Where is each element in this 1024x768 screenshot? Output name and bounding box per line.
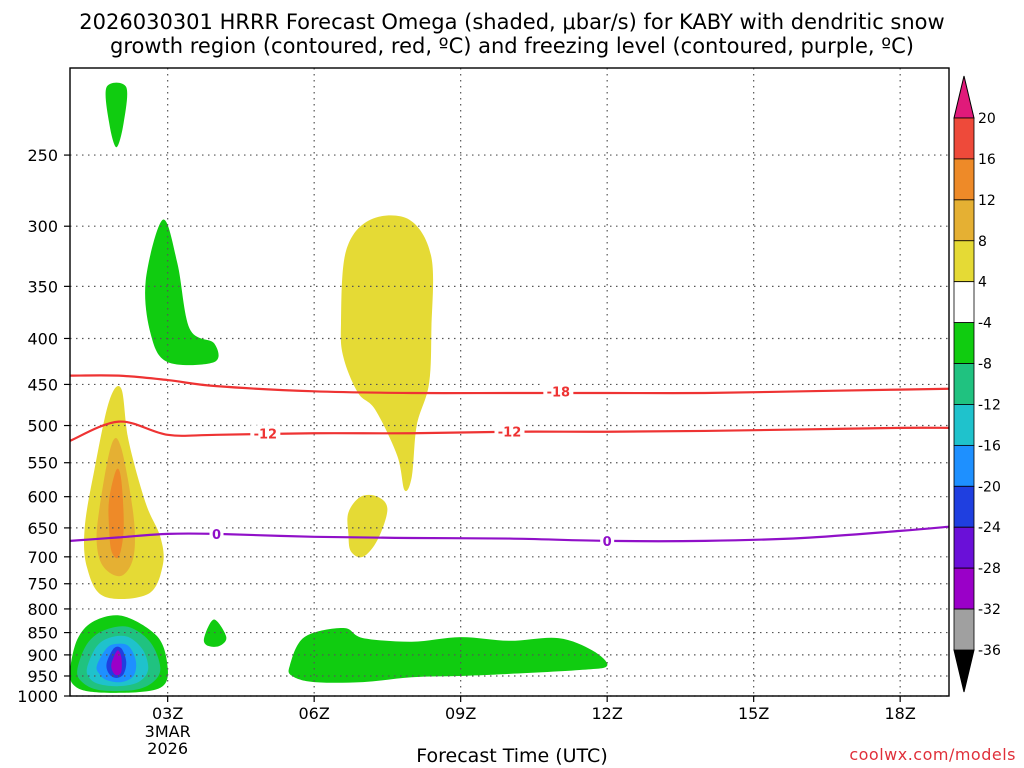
y-tick-label: 950 xyxy=(27,667,58,686)
gridlines xyxy=(70,68,949,697)
x-tick-label: 18Z xyxy=(885,704,916,723)
y-tick-label: 450 xyxy=(27,375,58,394)
colorbar-tick-label: -20 xyxy=(978,479,1001,495)
contour-line-2 xyxy=(70,525,949,543)
y-tick-label: 600 xyxy=(27,488,58,507)
colorbar-tick-label: 12 xyxy=(978,193,996,209)
colorbar-tick-label: 8 xyxy=(978,234,987,250)
y-tick-label: 1000 xyxy=(17,687,58,706)
contour-label-0: -18 xyxy=(547,385,571,400)
x-date-label: 2026 xyxy=(147,739,188,758)
y-tick-label: 750 xyxy=(27,575,58,594)
x-axis-label: Forecast Time (UTC) xyxy=(416,745,608,767)
colorbar-tick-label: -8 xyxy=(978,357,992,373)
contour-layer: -18 -12 -12 0 0 xyxy=(70,374,949,550)
axes: 250 300 350 400 450 500 550 600 650 700 750 800 850 9… xyxy=(17,67,950,758)
y-tick-label: 500 xyxy=(27,417,58,436)
colorbar-tick-label: -12 xyxy=(978,397,1001,413)
y-tick-label: 250 xyxy=(27,146,58,165)
y-tick-label: 900 xyxy=(27,646,58,665)
chart-title-line-2: growth region (contoured, red, ºC) and f… xyxy=(110,34,914,58)
y-tick-label: 300 xyxy=(27,217,58,236)
omega-region-6 xyxy=(347,494,388,558)
colorbar-tick-label: -16 xyxy=(978,438,1001,454)
x-tick-label: 12Z xyxy=(592,704,623,723)
x-date-label: 3MAR xyxy=(145,722,191,741)
colorbar-segment xyxy=(953,158,975,201)
contour-label-bg-2 xyxy=(494,423,525,440)
y-tick-label: 650 xyxy=(27,519,58,538)
y-tick-label: 700 xyxy=(27,548,58,567)
colorbar-segment xyxy=(953,281,975,324)
colorbar-segment xyxy=(953,444,975,487)
y-tick-label: 550 xyxy=(27,454,58,473)
colorbar-top-arrow xyxy=(953,75,975,119)
colorbar-tick-label: 16 xyxy=(978,152,996,168)
colorbar-segment xyxy=(953,199,975,242)
colorbar-tick-label: -32 xyxy=(978,602,1001,618)
site-credit: coolwx.com/models xyxy=(849,745,1016,764)
x-tick-label: 03Z xyxy=(152,704,183,723)
y-tick-label: 850 xyxy=(27,624,58,643)
omega-region-2 xyxy=(340,215,434,492)
contour-line-1 xyxy=(70,420,949,442)
y-tick-label: 350 xyxy=(27,277,58,296)
colorbar-segment xyxy=(953,526,975,569)
contour-label-3: 0 xyxy=(212,528,221,543)
colorbar: -36 -32 -28 -24 -20 -16 -12 -8 -4 4 8 12 16 20 xyxy=(953,75,1001,693)
omega-shading-layer xyxy=(70,82,608,693)
omega-bullseye-ring-5 xyxy=(111,650,122,676)
contour-line-0 xyxy=(70,374,949,395)
colorbar-segment xyxy=(953,240,975,283)
contour-label-4: 0 xyxy=(603,535,612,550)
x-tick-label: 06Z xyxy=(299,704,330,723)
colorbar-tick-label: -4 xyxy=(978,316,992,332)
colorbar-tick-label: 20 xyxy=(978,111,996,127)
y-tick-label: 800 xyxy=(27,600,58,619)
colorbar-tick-label: -24 xyxy=(978,520,1001,536)
chart-title-line-1: 2026030301 HRRR Forecast Omega (shaded, … xyxy=(79,10,945,34)
omega-region-1 xyxy=(145,219,219,366)
contour-label-bg-1 xyxy=(250,425,281,442)
contour-label-1: -12 xyxy=(254,427,278,442)
colorbar-segment xyxy=(953,363,975,405)
colorbar-bottom-arrow xyxy=(953,649,975,693)
colorbar-segment xyxy=(953,117,975,160)
contour-label-2: -12 xyxy=(498,426,522,441)
colorbar-segment xyxy=(953,608,975,651)
contour-label-bg-4 xyxy=(600,532,615,549)
colorbar-tick-label: -28 xyxy=(978,561,1001,577)
colorbar-segment xyxy=(953,404,975,446)
omega-region-7 xyxy=(288,627,608,683)
contour-label-bg-0 xyxy=(543,383,574,400)
colorbar-tick-label: 4 xyxy=(978,275,987,291)
colorbar-tick-label: -36 xyxy=(978,643,1001,659)
contour-label-bg-3 xyxy=(209,525,224,542)
colorbar-segment xyxy=(953,485,975,528)
y-tick-label: 400 xyxy=(27,329,58,348)
omega-region-5 xyxy=(108,468,124,559)
x-tick-label: 15Z xyxy=(738,704,769,723)
x-tick-label: 09Z xyxy=(445,704,476,723)
plot-frame xyxy=(69,67,950,697)
colorbar-segment xyxy=(953,322,975,364)
colorbar-segment xyxy=(953,567,975,610)
omega-region-0 xyxy=(105,82,128,148)
